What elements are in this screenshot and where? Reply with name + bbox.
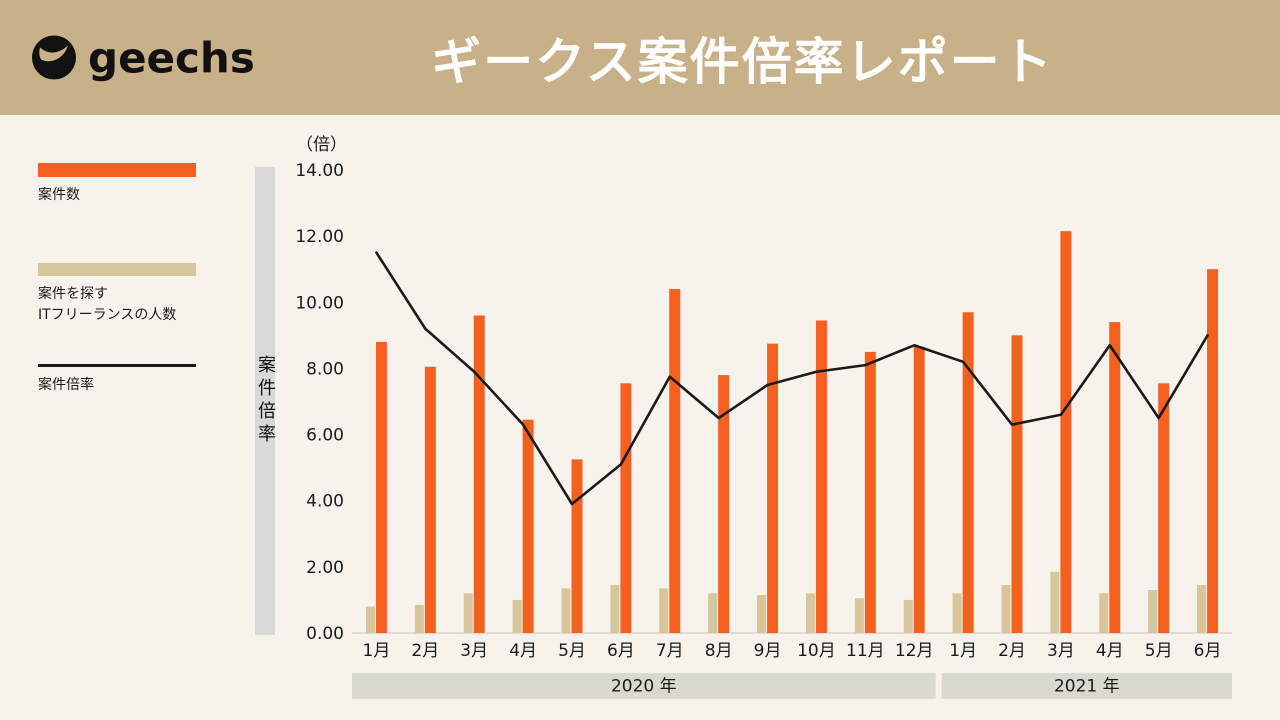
y-tick-label: 6.00 — [306, 426, 344, 446]
bar-freelancers — [952, 593, 962, 633]
legend-item-freelancers: 案件を探す ITフリーランスの人数 — [38, 263, 213, 326]
bar-cases — [1011, 335, 1023, 633]
bar-freelancers — [1197, 585, 1207, 633]
header-banner: geechs ギークス案件倍率レポート — [0, 0, 1280, 115]
bar-cases — [1109, 322, 1121, 633]
x-tick-label: 6月 — [607, 641, 635, 661]
bar-cases — [864, 351, 876, 633]
bar-freelancers — [1099, 593, 1109, 633]
bar-freelancers — [757, 594, 767, 633]
legend-swatch-ratio — [38, 364, 196, 367]
page-title: ギークス案件倍率レポート — [431, 32, 1054, 91]
y-tick-label: 10.00 — [295, 293, 344, 313]
y-axis-title: 案件倍率 — [255, 355, 276, 447]
bar-cases — [424, 366, 436, 633]
y-axis-title-bar: 案件倍率 — [255, 167, 276, 635]
bar-cases — [718, 375, 730, 633]
bar-freelancers — [512, 599, 522, 633]
y-tick-label: 0.00 — [306, 624, 344, 644]
y-tick-label: 4.00 — [306, 492, 344, 512]
x-tick-label: 1月 — [363, 641, 391, 661]
bar-freelancers — [854, 598, 864, 633]
bar-cases — [620, 383, 632, 633]
x-tick-label: 3月 — [1047, 641, 1075, 661]
legend-label-ratio: 案件倍率 — [38, 377, 94, 393]
bar-freelancers — [708, 593, 718, 633]
y-tick-label: 12.00 — [295, 227, 344, 247]
geechs-logo-text: geechs — [88, 33, 255, 82]
bar-cases — [767, 343, 779, 633]
bar-freelancers — [805, 593, 815, 633]
bar-cases — [913, 346, 925, 633]
year-band-label: 2021 年 — [1054, 677, 1120, 697]
x-tick-label: 5月 — [558, 641, 586, 661]
y-tick-label: 14.00 — [295, 161, 344, 181]
legend-swatch-freelancers — [38, 263, 196, 276]
bar-cases — [571, 459, 583, 633]
x-tick-label: 4月 — [509, 641, 537, 661]
legend-label-cases: 案件数 — [38, 187, 80, 203]
x-tick-label: 1月 — [949, 641, 977, 661]
year-band — [352, 673, 936, 699]
y-tick-label: 8.00 — [306, 359, 344, 379]
x-tick-label: 9月 — [754, 641, 782, 661]
bar-cases — [1060, 231, 1072, 634]
legend-item-cases: 案件数 — [38, 163, 213, 206]
bar-freelancers — [414, 604, 424, 633]
bar-cases — [1207, 269, 1219, 633]
bar-freelancers — [659, 588, 669, 633]
y-tick-label: 2.00 — [306, 558, 344, 578]
x-tick-label: 3月 — [460, 641, 488, 661]
ratio-line — [375, 251, 1209, 506]
year-band-label: 2020 年 — [611, 677, 677, 697]
legend-swatch-cases — [38, 163, 196, 177]
chart: 0.00 2.00 4.00 6.00 8.00 10.00 12.00 14.00 1月 2月 3… — [295, 161, 1232, 699]
x-tick-label: 2月 — [411, 641, 439, 661]
x-tick-label: 10月 — [797, 641, 836, 661]
year-band — [941, 673, 1232, 699]
y-axis-unit-label: （倍） — [296, 135, 347, 155]
x-tick-label: 4月 — [1096, 641, 1124, 661]
x-tick-label: 8月 — [705, 641, 733, 661]
legend-label-freelancers: 案件を探す ITフリーランスの人数 — [38, 286, 177, 323]
x-tick-label: 11月 — [846, 641, 885, 661]
bar-cases — [1158, 383, 1170, 633]
bar-freelancers — [1148, 590, 1158, 633]
geechs-logo-icon — [30, 34, 78, 82]
bar-freelancers — [1050, 571, 1060, 633]
bar-cases — [962, 312, 974, 633]
bar-freelancers — [610, 585, 620, 633]
x-tick-label: 7月 — [656, 641, 684, 661]
bar-freelancers — [561, 588, 571, 633]
x-tick-label: 5月 — [1145, 641, 1173, 661]
geechs-logo: geechs — [30, 33, 255, 82]
bar-cases — [669, 289, 681, 633]
bar-cases — [522, 419, 534, 633]
x-tick-label: 6月 — [1194, 641, 1222, 661]
bar-freelancers — [1001, 585, 1011, 633]
x-tick-label: 2月 — [998, 641, 1026, 661]
bar-freelancers — [463, 593, 473, 633]
x-tick-label: 12月 — [895, 641, 934, 661]
bar-cases — [473, 315, 485, 633]
bar-freelancers — [903, 599, 913, 633]
bar-cases — [815, 320, 827, 633]
legend-item-ratio: 案件倍率 — [38, 364, 213, 396]
bar-freelancers — [365, 606, 375, 633]
bar-cases — [375, 341, 387, 633]
